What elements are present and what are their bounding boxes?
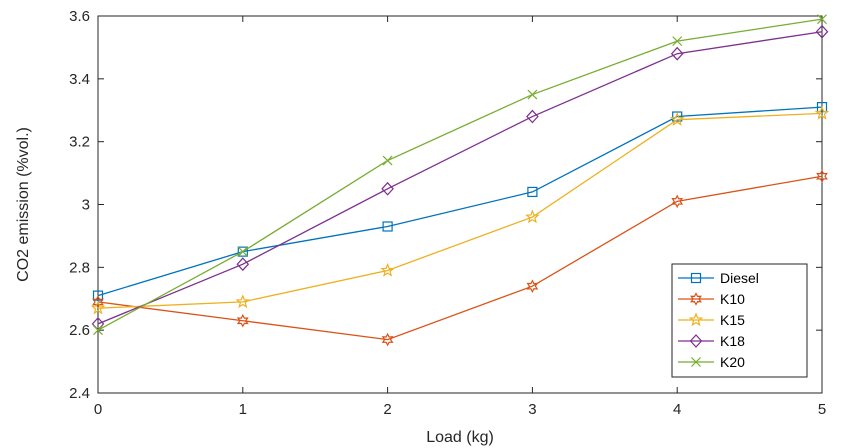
y-axis-label: CO2 emission (%vol.) [15,127,32,282]
legend-label: Diesel [720,270,759,286]
legend-entry-k10: K10 [678,291,745,307]
series-k10 [92,169,828,347]
data-point-k10 [816,169,828,184]
data-point-k15 [235,294,251,309]
data-point-k10 [92,295,104,309]
legend-marker [690,272,702,284]
legend-marker [691,357,701,367]
data-point-k15 [814,105,830,120]
series-line-k18 [97,31,823,325]
legend: Diesel K10 K15 K18 K20 [671,263,808,378]
series-diesel [92,102,828,301]
y-tick-label: 3.2 [69,134,90,151]
series-line-k20 [97,18,823,331]
data-point-k15 [90,300,106,315]
y-tick-label: 3.6 [69,8,90,25]
x-tick-label: 5 [818,401,826,418]
data-point-k10 [381,332,394,347]
legend-entry-k20: K20 [678,354,745,370]
legend-entry-k15: K15 [678,312,745,328]
legend-label: K20 [720,354,745,370]
x-tick-label: 3 [528,401,536,418]
series-k18 [91,24,829,331]
data-point-diesel [237,246,248,257]
data-point-k10 [671,194,684,209]
series-line-k15 [97,112,823,309]
x-tick-label: 1 [239,401,247,418]
data-point-k20 [527,89,538,100]
series-line-diesel [97,106,823,297]
data-point-k10 [236,313,249,328]
data-point-k18 [670,46,684,61]
data-point-k20 [93,325,103,336]
x-tick-label: 4 [673,401,681,418]
axes: 0 1 2 3 4 5 2.4 2.6 2.8 3 3.2 3.4 3.6 [69,8,826,418]
data-point-k18 [815,24,829,39]
data-point-k18 [381,181,394,196]
data-point-diesel [382,221,393,232]
data-point-k15 [380,262,395,277]
series-line-k10 [97,175,823,341]
legend-entry-diesel: Diesel [678,270,759,286]
data-point-k20 [382,155,393,166]
data-point-k20 [237,246,248,257]
x-axis-label: Load (kg) [426,429,494,446]
legend-marker [688,312,704,327]
data-point-k15 [669,112,685,126]
legend-entry-k18: K18 [678,333,745,349]
data-point-k20 [817,14,827,25]
series-k15 [90,105,830,315]
data-point-diesel [92,290,104,301]
y-tick-label: 3 [82,197,90,214]
y-tick-label: 2.8 [69,259,90,276]
data-point-diesel [527,186,538,198]
legend-label: K15 [720,312,745,328]
y-tick-label: 3.4 [69,71,90,88]
series-group [90,14,830,347]
legend-label: K10 [720,291,745,307]
data-point-diesel [816,102,828,113]
legend-marker [689,334,703,348]
y-tick-label: 2.6 [69,322,90,339]
series-k20 [93,14,827,336]
data-point-diesel [672,111,683,122]
data-point-k18 [526,109,539,124]
x-tick-label: 0 [94,401,102,418]
data-point-k15 [525,209,540,224]
data-point-k10 [526,279,539,293]
y-tick-label: 2.4 [69,385,90,402]
data-point-k18 [236,257,250,272]
legend-marker [690,292,702,306]
data-point-k20 [672,36,683,47]
legend-label: K18 [720,333,745,349]
x-tick-label: 2 [383,401,391,418]
